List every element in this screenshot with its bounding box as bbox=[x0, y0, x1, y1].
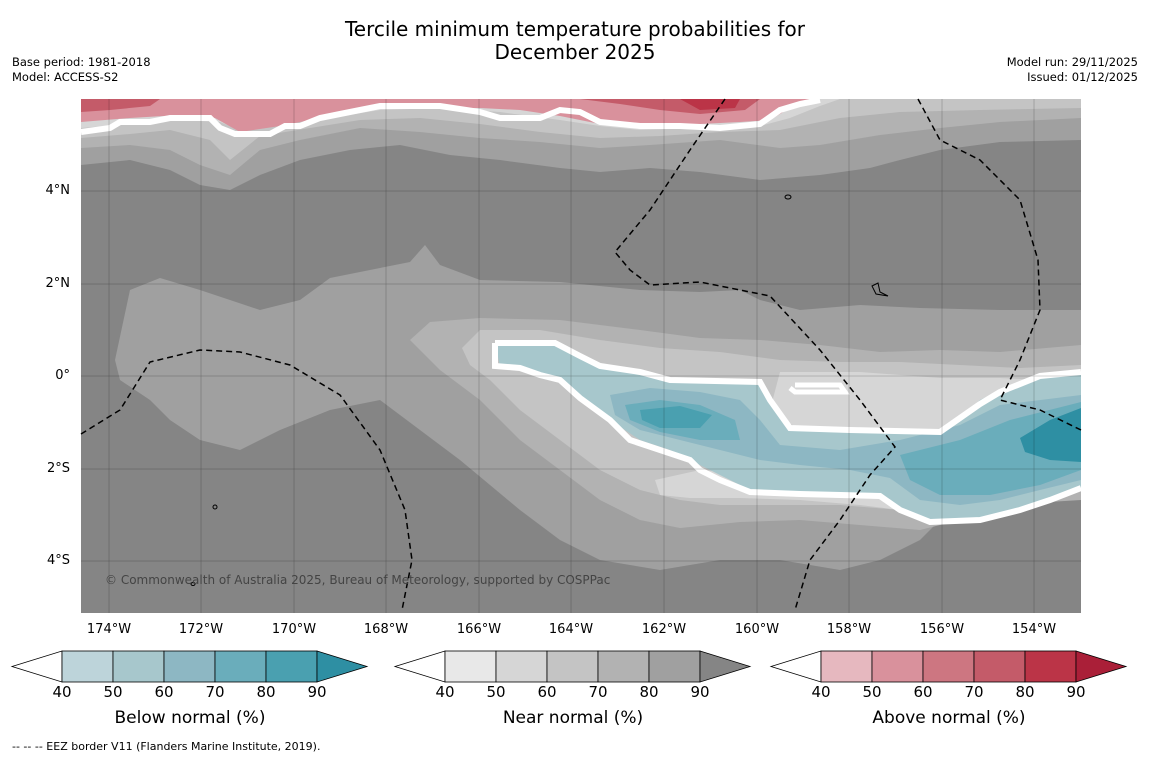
lon-label-174w: 174°W bbox=[86, 622, 132, 637]
colorbar-below-tick: 80 bbox=[256, 683, 276, 701]
colorbar-above-tick: 50 bbox=[862, 683, 882, 701]
colorbar-above-segment bbox=[922, 650, 975, 683]
lon-label-162w: 162°W bbox=[641, 622, 687, 637]
colorbar-near-under-triangle bbox=[393, 650, 446, 683]
colorbar-near-segment bbox=[648, 650, 701, 683]
lon-label-156w: 156°W bbox=[919, 622, 965, 637]
lon-label-164w: 164°W bbox=[548, 622, 594, 637]
colorbar-near-segment bbox=[546, 650, 599, 683]
colorbar-near-tick: 70 bbox=[588, 683, 608, 701]
colorbar-above-under-triangle bbox=[769, 650, 822, 683]
lon-label-158w: 158°W bbox=[826, 622, 872, 637]
colorbar-above-over-triangle bbox=[1075, 650, 1128, 683]
colorbar-below-segment bbox=[214, 650, 267, 683]
colorbar-near-segment bbox=[495, 650, 548, 683]
colorbar-near-tick: 90 bbox=[690, 683, 710, 701]
colorbar-above-segment bbox=[1024, 650, 1077, 683]
lon-label-170w: 170°W bbox=[271, 622, 317, 637]
colorbar-below-segment bbox=[265, 650, 318, 683]
meta-right: Model run: 29/11/2025 Issued: 01/12/2025 bbox=[1007, 55, 1138, 85]
below-normal-80-west bbox=[640, 406, 712, 428]
colorbar-near-normal bbox=[393, 650, 752, 683]
colorbar-below-tick: 50 bbox=[103, 683, 123, 701]
colorbar-near-tick: 60 bbox=[537, 683, 557, 701]
colorbar-near-segment bbox=[444, 650, 497, 683]
colorbar-title-above: Above normal (%) bbox=[872, 708, 1026, 728]
colorbar-title-near: Near normal (%) bbox=[502, 708, 644, 728]
model-run: Model run: 29/11/2025 bbox=[1006, 55, 1138, 69]
lon-label-172w: 172°W bbox=[178, 622, 224, 637]
colorbar-above-tick: 40 bbox=[811, 683, 831, 701]
lon-label-160w: 160°W bbox=[734, 622, 780, 637]
colorbar-above-tick: 90 bbox=[1066, 683, 1086, 701]
colorbar-above-tick: 60 bbox=[913, 683, 933, 701]
colorbar-above-normal bbox=[769, 650, 1128, 683]
colorbar-near-tick: 50 bbox=[486, 683, 506, 701]
copyright-text: © Commonwealth of Australia 2025, Bureau… bbox=[105, 573, 610, 587]
above-normal-80-west bbox=[81, 99, 160, 112]
colorbar-below-tick: 60 bbox=[154, 683, 174, 701]
colorbar-above-tick: 70 bbox=[964, 683, 984, 701]
meta-left: Base period: 1981-2018 Model: ACCESS-S2 bbox=[12, 55, 151, 85]
lat-label-2s: 2°S bbox=[46, 461, 70, 476]
tercile-boundary-inner bbox=[495, 340, 1081, 436]
lon-label-168w: 168°W bbox=[363, 622, 409, 637]
tercile-boundary-north bbox=[81, 99, 821, 137]
colorbar-above-tick: 80 bbox=[1015, 683, 1035, 701]
base-period: Base period: 1981-2018 bbox=[12, 55, 151, 69]
colorbar-below-segment bbox=[61, 650, 114, 683]
colorbar-below-tick: 90 bbox=[307, 683, 327, 701]
title-line-2: December 2025 bbox=[494, 40, 656, 64]
lat-label-4s: 4°S bbox=[46, 553, 70, 568]
colorbar-below-tick: 70 bbox=[205, 683, 225, 701]
colorbar-above-segment bbox=[820, 650, 873, 683]
colorbar-near-tick: 80 bbox=[639, 683, 659, 701]
colorbar-title-below: Below normal (%) bbox=[114, 708, 266, 728]
model-name: Model: ACCESS-S2 bbox=[12, 70, 119, 84]
lon-label-166w: 166°W bbox=[456, 622, 502, 637]
below-normal-90-east bbox=[1020, 408, 1081, 462]
colorbar-above-segment bbox=[871, 650, 924, 683]
colorbar-above-segment bbox=[973, 650, 1026, 683]
islands bbox=[190, 194, 889, 586]
lat-label-0: 0° bbox=[55, 368, 70, 383]
colorbar-near-segment bbox=[597, 650, 650, 683]
colorbar-below-normal bbox=[10, 650, 369, 683]
eez-borders bbox=[80, 98, 1082, 611]
title-line-1: Tercile minimum temperature probabilitie… bbox=[344, 17, 806, 41]
eez-footnote: -- -- -- EEZ border V11 (Flanders Marine… bbox=[12, 740, 321, 753]
colorbar-near-over-triangle bbox=[699, 650, 752, 683]
colorbar-below-segment bbox=[163, 650, 216, 683]
lat-label-4n: 4°N bbox=[45, 183, 71, 198]
above-normal-90 bbox=[680, 99, 740, 110]
map-fields bbox=[81, 99, 1081, 613]
colorbar-near-tick: 40 bbox=[435, 683, 455, 701]
colorbar-below-segment bbox=[112, 650, 165, 683]
chart-title: Tercile minimum temperature probabilitie… bbox=[0, 18, 1150, 64]
graticule bbox=[81, 99, 1081, 613]
colorbar-below-over-triangle bbox=[316, 650, 369, 683]
issued-date: Issued: 01/12/2025 bbox=[1027, 70, 1138, 84]
below-normal-70-east bbox=[900, 402, 1081, 495]
lon-label-154w: 154°W bbox=[1011, 622, 1057, 637]
tercile-boundary-south bbox=[492, 343, 1081, 526]
tercile-boundary-island bbox=[788, 382, 850, 395]
colorbar-below-tick: 40 bbox=[52, 683, 72, 701]
lat-label-2n: 2°N bbox=[45, 276, 71, 291]
colorbar-below-under-triangle bbox=[10, 650, 63, 683]
